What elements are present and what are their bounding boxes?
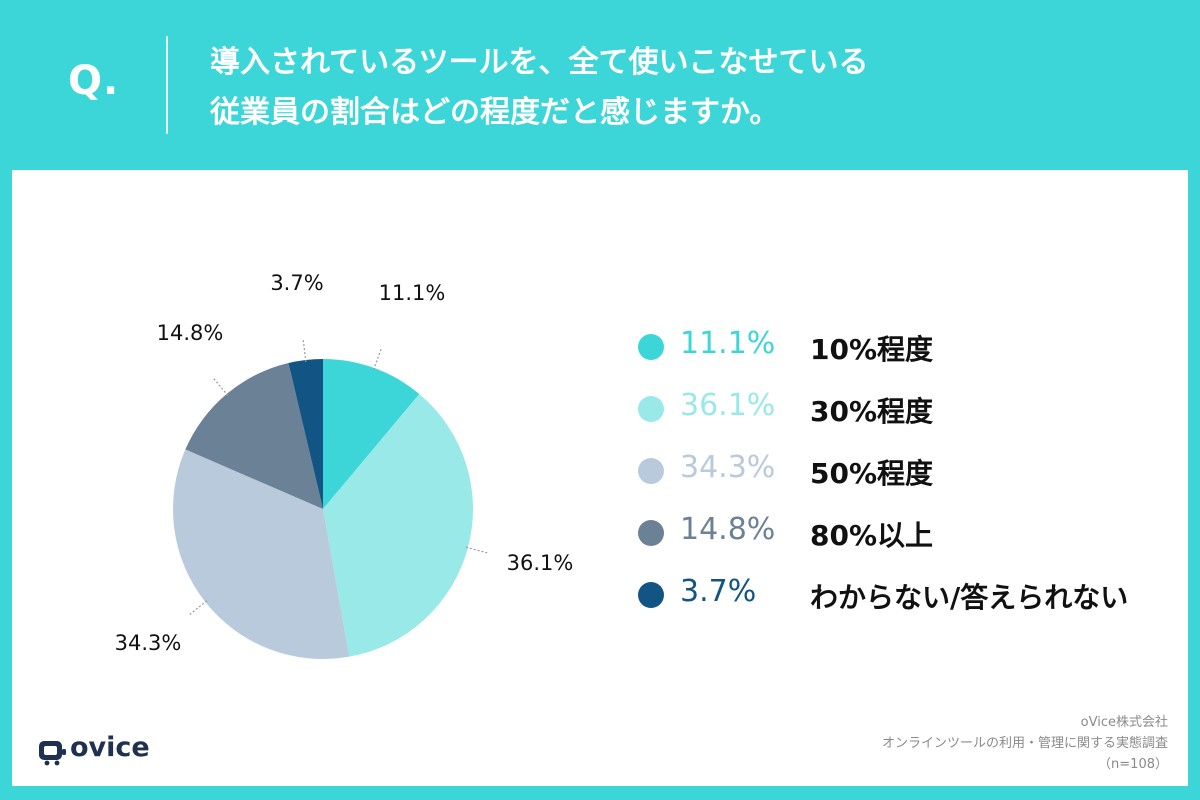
question-line-2: 従業員の割合はどの程度だと感じますか。: [210, 95, 780, 130]
chart-card: 11.1% 36.1% 34.3% 14.8% 3.7% 11.1% 10%程度 36.…: [12, 170, 1188, 786]
header-divider: [166, 36, 168, 134]
pie-value-label: 36.1%: [507, 551, 574, 575]
pie-leader-line: [373, 347, 383, 371]
pie-leader-line: [302, 338, 307, 363]
source-sample: （n=108）: [1098, 757, 1168, 772]
source-survey: オンラインツールの利用・管理に関する実態調査: [881, 736, 1168, 751]
legend-percent: 3.7%: [680, 574, 757, 609]
pie-leader-line: [465, 546, 490, 554]
pie-value-label: 34.3%: [115, 631, 182, 655]
legend-label: 50%程度: [810, 457, 934, 490]
pie-chart: 11.1% 36.1% 34.3% 14.8% 3.7%: [115, 271, 574, 659]
header-banner: Q. 導入されているツールを、全て使いこなせている 従業員の割合はどの程度だと感…: [0, 0, 1200, 168]
pie-leader-line: [212, 376, 229, 396]
pie-value-label: 3.7%: [270, 271, 323, 295]
legend-item: 11.1% 10%程度: [624, 318, 1184, 380]
legend-label: わからない/答えられない: [810, 581, 1129, 614]
legend-label: 10%程度: [810, 333, 934, 366]
logo-text: ovice: [70, 732, 150, 763]
legend-item: 14.8% 80%以上: [624, 504, 1184, 566]
pie-slice: [323, 394, 474, 657]
legend-percent: 11.1%: [680, 326, 776, 361]
pie-slice: [185, 363, 323, 509]
source-note: oVice株式会社 オンラインツールの利用・管理に関する実態調査 （n=108）: [882, 712, 1168, 775]
pie-slice: [172, 449, 350, 659]
legend-swatch-unknown: [638, 582, 664, 608]
pie-slice: [288, 359, 323, 509]
legend-item: 3.7% わからない/答えられない: [624, 566, 1184, 628]
pie-value-label: 14.8%: [157, 321, 224, 345]
pie-value-label: 11.1%: [379, 281, 446, 305]
source-company: oVice株式会社: [1080, 715, 1168, 730]
legend-swatch-30pct: [638, 396, 664, 422]
pie-leader-line: [187, 600, 208, 617]
legend-item: 36.1% 30%程度: [624, 380, 1184, 442]
legend-percent: 34.3%: [680, 450, 776, 485]
pie-slice: [323, 359, 420, 509]
legend-swatch-50pct: [638, 458, 664, 484]
chart-legend: 11.1% 10%程度 36.1% 30%程度 34.3% 50%程度 14.8…: [624, 318, 1184, 628]
legend-swatch-80pct: [638, 520, 664, 546]
legend-percent: 36.1%: [680, 388, 776, 423]
legend-label: 30%程度: [810, 395, 934, 428]
question-text: 導入されているツールを、全て使いこなせている 従業員の割合はどの程度だと感じます…: [210, 38, 869, 138]
legend-percent: 14.8%: [680, 512, 776, 547]
legend-item: 34.3% 50%程度: [624, 442, 1184, 504]
legend-label: 80%以上: [810, 519, 934, 552]
question-mark-label: Q.: [68, 58, 120, 104]
question-line-1: 導入されているツールを、全て使いこなせている: [210, 45, 869, 80]
ovice-logo-icon: [39, 741, 66, 766]
legend-swatch-10pct: [638, 334, 664, 360]
